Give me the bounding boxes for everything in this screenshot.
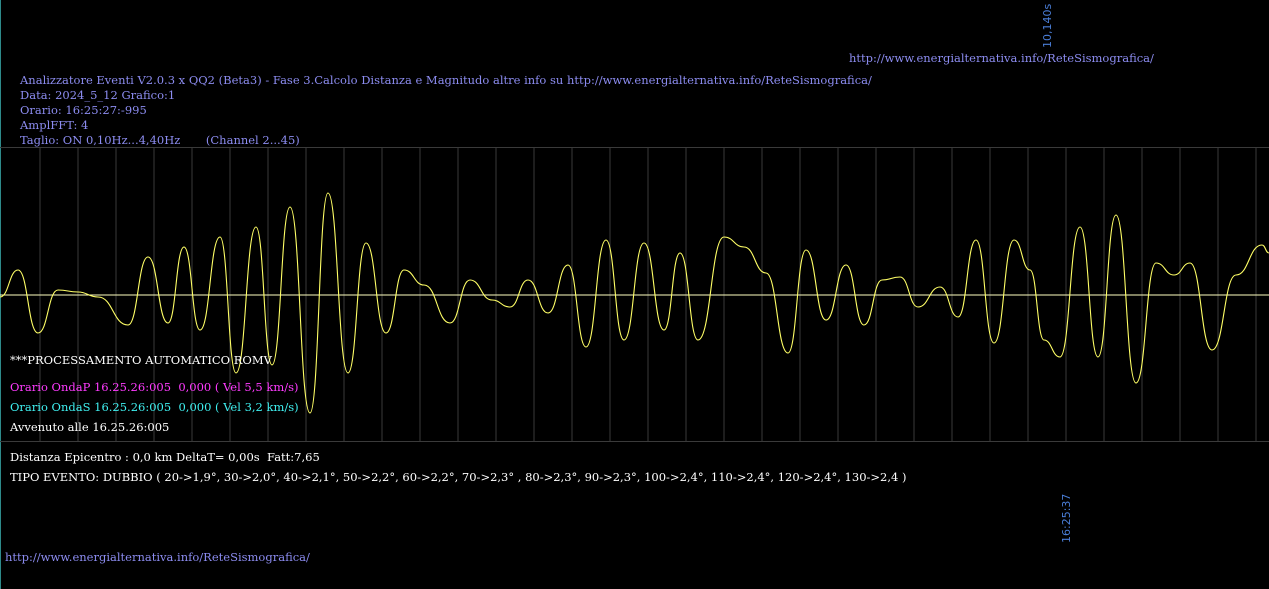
processing-mode: ***PROCESSAMENTO AUTOMATICO ROMV xyxy=(10,353,272,367)
waveform-trace xyxy=(0,192,1269,414)
plot-bottom-border xyxy=(0,441,1269,442)
header-cut: Taglio: ON 0,10Hz...4,40Hz (Channel 2...… xyxy=(20,133,300,147)
s-wave-time: Orario OndaS 16.25.26:005 0,000 ( Vel 3,… xyxy=(10,400,299,414)
header-date: Data: 2024_5_12 Grafico:1 xyxy=(20,88,176,102)
p-wave-time: Orario OndaP 16.25.26:005 0,000 ( Vel 5,… xyxy=(10,380,299,394)
top-url-link[interactable]: http://www.energialternativa.info/ReteSi… xyxy=(849,51,1154,65)
end-time-label: 16:25:37 xyxy=(1060,493,1073,543)
header-ampl: AmplFFT: 4 xyxy=(20,118,89,132)
event-occurred-time: Avvenuto alle 16.25.26:005 xyxy=(10,420,170,434)
header-time: Orario: 16:25:27:-995 xyxy=(20,103,147,117)
header-title: Analizzatore Eventi V2.0.3 x QQ2 (Beta3)… xyxy=(20,73,872,87)
plot-top-border xyxy=(0,147,1269,148)
event-type: TIPO EVENTO: DUBBIO ( 20->1,9°, 30->2,0°… xyxy=(10,470,907,484)
epicenter-distance: Distanza Epicentro : 0,0 km DeltaT= 0,00… xyxy=(10,450,320,464)
bottom-url-link[interactable]: http://www.energialternativa.info/ReteSi… xyxy=(5,550,310,564)
